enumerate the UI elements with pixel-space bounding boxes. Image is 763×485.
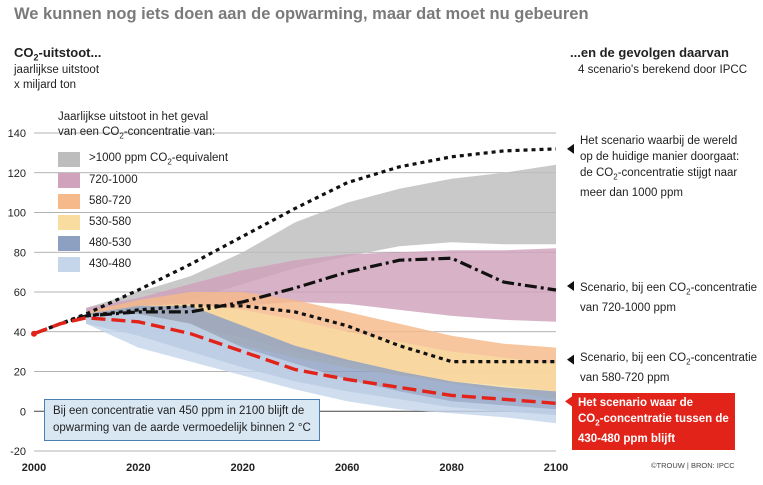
x-tick-label: 2000 [22, 462, 46, 474]
legend-label: 430-480 [89, 258, 132, 271]
left-subtitle-2: x miljard ton [14, 79, 76, 91]
legend: Jaarlijkse uitstoot in het geval van een… [58, 110, 288, 275]
annotation-pointers [565, 143, 574, 407]
legend-swatch [58, 173, 80, 189]
legend-label: 480-530 [89, 237, 132, 250]
legend-title-2: van een CO2-concentratie van: [58, 126, 216, 141]
y-tick-label: 80 [14, 247, 26, 259]
legend-swatch [58, 194, 80, 210]
scenario-lines [31, 147, 557, 405]
y-tick-label: -20 [10, 446, 26, 458]
y-tick-label: 40 [14, 327, 26, 339]
annotation-430-480: Het scenario waar de CO2-concentratie tu… [572, 393, 735, 451]
pointer-arrow [567, 281, 574, 292]
line-430-480-ppm [33, 316, 557, 405]
page-title: We kunnen nog iets doen aan de opwarming… [14, 5, 589, 23]
legend-swatch [58, 152, 80, 168]
legend-item: 430-480 [58, 254, 288, 275]
annotation-current-path: Het scenario waarbij de wereld op de hui… [580, 135, 740, 200]
legend-swatch [58, 215, 80, 231]
y-axis-ticks: -20 0 20 40 60 80 100 120 140 [8, 128, 26, 458]
annotation-580-720: Scenario, bij een CO2-concentratie van 5… [580, 352, 758, 385]
y-tick-label: 0 [20, 406, 26, 418]
x-tick-label: 2100 [544, 462, 568, 474]
y-tick-label: 20 [14, 367, 26, 379]
source-credit: ©TROUW | BRON: IPCC [651, 461, 735, 470]
legend-item: >1000 ppm CO2-equivalent [58, 149, 288, 170]
legend-swatch [58, 236, 80, 252]
pointer-arrow [567, 143, 574, 154]
info-line-1: Bij een concentratie van 450 ppm in 2100… [53, 405, 305, 417]
pointer-arrow [565, 396, 572, 407]
scenario-bands [86, 164, 556, 424]
y-tick-label: 100 [8, 208, 26, 220]
legend-label: 530-580 [89, 216, 132, 229]
y-tick-label: 60 [14, 287, 26, 299]
band-430-480 [86, 311, 556, 424]
x-tick-label: 2080 [439, 462, 463, 474]
info-box: Bij een concentratie van 450 ppm in 2100… [44, 399, 320, 441]
legend-item: 580-720 [58, 191, 288, 212]
legend-label: 720-1000 [89, 174, 138, 187]
x-tick-label: 2060 [335, 462, 359, 474]
legend-label: >1000 ppm CO2-equivalent [89, 151, 229, 166]
x-tick-label: 2020 [126, 462, 150, 474]
info-line-2: opwarming van de aarde vermoedelijk binn… [53, 422, 311, 434]
annotation-720-1000: Scenario, bij een CO2-concentratie van 7… [580, 282, 758, 315]
pointer-arrow [567, 354, 574, 365]
x-tick-label: 2020 [231, 462, 255, 474]
left-subtitle-1: jaarlijkse uitstoot [14, 64, 100, 76]
legend-title-1: Jaarlijkse uitstoot in het geval [58, 111, 209, 123]
legend-label: 580-720 [89, 195, 132, 208]
right-heading: ...en de gevolgen daarvan [570, 45, 729, 60]
x-axis-ticks: 2000 2020 2020 2060 2080 2100 [22, 462, 568, 474]
band--1000-ppm-co2-equivalent [86, 164, 556, 314]
y-tick-label: 140 [8, 128, 26, 140]
start-point [31, 330, 37, 337]
legend-item: 530-580 [58, 212, 288, 233]
right-subtitle: 4 scenario's berekend door IPCC [578, 64, 748, 76]
legend-item: 480-530 [58, 233, 288, 254]
y-tick-label: 120 [8, 168, 26, 180]
legend-swatch [58, 257, 80, 273]
left-heading: CO2-uitstoot... [14, 45, 102, 63]
legend-item: 720-1000 [58, 170, 288, 191]
